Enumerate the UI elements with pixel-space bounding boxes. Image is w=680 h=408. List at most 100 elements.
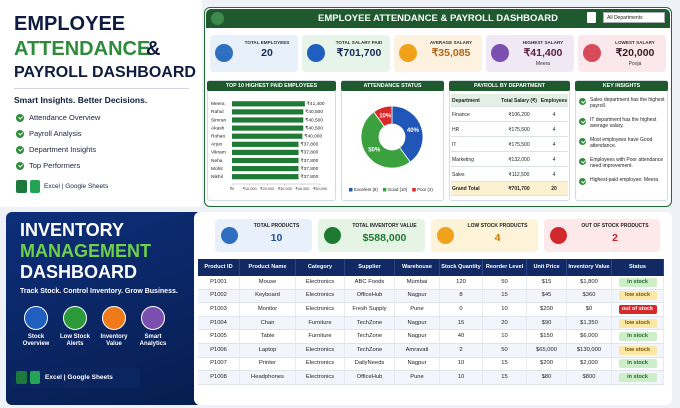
insight: Highest-paid employee: Meera — [590, 177, 659, 183]
column-header: Status — [612, 259, 664, 276]
kpi-icon — [221, 227, 238, 244]
table-cell: Amravati — [395, 344, 440, 358]
kpi-value: ₹41,400 — [523, 47, 563, 59]
value-label: ₹40,000 — [304, 133, 322, 139]
table-row — [451, 182, 568, 196]
title-line: EMPLOYEE — [14, 13, 126, 35]
table-cell: Grand Total — [452, 186, 480, 192]
table-cell: $1,350 — [567, 316, 612, 331]
table-cell: ₹106,200 — [508, 111, 530, 118]
table-cell: $45 — [527, 289, 567, 304]
kpi-icon — [491, 44, 509, 62]
table-cell: ₹132,000 — [508, 156, 530, 163]
table-cell: Nagpur — [395, 316, 440, 331]
status-badge: in stock — [618, 359, 657, 369]
table-cell: in stock — [612, 357, 664, 372]
table-cell: Finance — [452, 111, 470, 118]
kpi-icon — [215, 44, 233, 62]
header-title: EMPLOYEE ATTENDANCE & PAYROLL DASHBOARD — [318, 13, 558, 24]
title-line: PAYROLL DASHBOARD — [14, 64, 196, 81]
bar — [232, 101, 305, 107]
status-badge: out of stock — [618, 304, 657, 314]
kpi-label: TOTAL INVENTORY VALUE — [352, 223, 417, 229]
header-bar — [206, 9, 670, 28]
table-cell: P1004 — [198, 316, 240, 331]
check-icon — [579, 118, 586, 125]
table-cell: Electronics — [296, 344, 345, 358]
column-header: Warehouse — [395, 259, 440, 276]
table-cell: OfficeHub — [345, 371, 395, 385]
bar — [232, 157, 299, 164]
tagline: Smart Insights. Better Decisions. — [14, 95, 148, 105]
donut-slice — [360, 111, 411, 169]
table-cell: 10 — [483, 303, 527, 317]
check-icon — [579, 178, 586, 185]
table-cell: $200 — [527, 303, 567, 317]
kpi-value: 20 — [261, 47, 273, 59]
table-cell: Mouse — [240, 276, 296, 290]
kpi-value: ₹20,000 — [615, 47, 655, 59]
table-cell: HR — [452, 126, 460, 133]
table-cell: Nagpur — [395, 289, 440, 304]
donut-slice — [391, 105, 424, 163]
x-tick-label: ₹0 — [230, 187, 235, 191]
table-row — [451, 122, 568, 137]
feature: Payroll Analysis — [29, 129, 82, 138]
table-cell: in stock — [612, 371, 664, 385]
table-cell: Furniture — [296, 330, 345, 344]
feature-icon — [24, 306, 48, 330]
feature-icon — [102, 306, 126, 330]
department-filter[interactable]: All Departments — [603, 12, 665, 23]
table-cell: $2,000 — [567, 357, 612, 372]
bar — [232, 174, 299, 180]
table-cell: Headphones — [240, 371, 296, 385]
kpi-note: Meera — [535, 61, 551, 67]
table-cell: 4 — [552, 141, 556, 148]
table-cell: 4 — [552, 126, 556, 133]
column-header: Reorder Level — [483, 259, 527, 276]
value-label: ₹37,800 — [301, 150, 319, 156]
table-cell: 8 — [440, 289, 483, 304]
status-badge: in stock — [618, 372, 657, 382]
feature-icon — [141, 306, 165, 330]
bar — [232, 109, 304, 115]
kpi-value: 4 — [494, 232, 501, 244]
kpi-icon — [307, 44, 325, 62]
value-label: ₹37,800 — [301, 166, 319, 172]
title-line: INVENTORY — [20, 220, 125, 240]
sheets-icon — [30, 371, 40, 384]
table-cell: Employees — [540, 97, 568, 104]
panel-frame — [575, 80, 668, 201]
value-label: ₹40,500 — [305, 117, 323, 123]
x-tick-label: ₹50,000 — [313, 187, 327, 191]
kpi-label: TOTAL EMPLOYEES — [244, 40, 290, 45]
kpi-label: LOWEST SALARY — [615, 40, 655, 45]
feature: Attendance Overview — [29, 113, 101, 122]
check-icon — [16, 162, 24, 170]
table-cell: 10 — [483, 330, 527, 344]
insight: IT department has the highest average sa… — [590, 117, 657, 130]
panel-frame — [341, 80, 444, 201]
column-header: Category — [296, 259, 345, 276]
table-cell: ₹112,500 — [508, 171, 530, 178]
table-cell: $200 — [527, 357, 567, 372]
table-cell: 20 — [483, 316, 527, 331]
kpi-icon — [583, 44, 601, 62]
insight: Most employees have Good attendance. — [590, 137, 653, 150]
table-cell: Fresh Supply — [345, 303, 395, 317]
panel-title: TOP 10 HIGHEST PAID EMPLOYEES — [207, 81, 336, 91]
table-cell: ABC Foods — [345, 276, 395, 290]
table-cell: 0 — [440, 303, 483, 317]
panel-title: ATTENDANCE STATUS — [341, 81, 444, 91]
table-cell: $65,000 — [527, 344, 567, 358]
y-tick-label: Rohan — [211, 133, 225, 139]
kpi-icon — [324, 227, 341, 244]
table-cell: P1001 — [198, 276, 240, 290]
slice-label: 10% — [379, 114, 392, 120]
table-cell: P1006 — [198, 344, 240, 358]
table-cell: low stock — [612, 289, 664, 304]
x-tick-label: ₹40,000 — [295, 187, 309, 191]
table-cell: 10 — [440, 357, 483, 372]
bar — [232, 133, 303, 139]
table-cell: 4 — [552, 156, 556, 163]
